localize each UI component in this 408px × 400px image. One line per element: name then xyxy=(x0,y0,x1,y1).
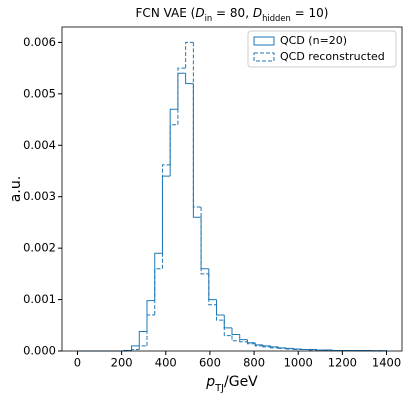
y-tick-label: 0.006 xyxy=(23,35,56,49)
histogram-step xyxy=(192,42,202,208)
y-tick-label: 0.003 xyxy=(23,189,56,203)
histogram-step xyxy=(138,330,147,346)
y-axis-label: a.u. xyxy=(8,176,24,202)
x-tick-label: 1400 xyxy=(372,356,401,370)
histogram-step xyxy=(223,320,232,337)
legend-swatch xyxy=(253,52,275,62)
x-axis-label: pTJ/GeV xyxy=(205,374,258,394)
text-part: /GeV xyxy=(224,374,258,390)
text-part: p xyxy=(205,374,215,390)
legend-box xyxy=(247,30,397,68)
histogram-step xyxy=(185,41,194,69)
histogram-step xyxy=(185,73,194,85)
histogram-step xyxy=(277,347,287,349)
histogram-step xyxy=(131,345,140,351)
y-tick-label: 0.002 xyxy=(23,241,56,255)
x-tick-label: 0 xyxy=(74,356,81,370)
y-tick-label: 0.000 xyxy=(23,344,56,358)
text-part: = 80, xyxy=(212,6,253,20)
histogram-step xyxy=(270,346,279,349)
histogram-step xyxy=(277,346,287,349)
x-tick-label: 400 xyxy=(155,356,177,370)
histogram-step xyxy=(231,335,240,342)
x-tick-label: 600 xyxy=(199,356,221,370)
y-tick-label: 0.004 xyxy=(23,138,56,152)
subscript: in xyxy=(205,13,213,23)
text-part: D xyxy=(253,6,262,20)
x-tick-label: 1200 xyxy=(328,356,357,370)
histogram-step xyxy=(285,347,294,349)
y-tick-label: 0.001 xyxy=(23,292,56,306)
chart-title: FCN VAE (Din = 80, Dhidden = 10) xyxy=(136,6,329,23)
plot-frame xyxy=(61,26,403,352)
text-part: D xyxy=(195,6,204,20)
subscript: hidden xyxy=(262,13,291,23)
histogram-step xyxy=(161,164,171,269)
histogram-step xyxy=(262,345,271,348)
histogram-step xyxy=(169,124,178,165)
text-part: FCN VAE ( xyxy=(136,6,196,20)
histogram-step xyxy=(177,67,186,125)
histogram-step xyxy=(154,268,163,315)
histogram-step xyxy=(200,207,209,275)
histogram-step xyxy=(169,108,178,177)
histogram-step xyxy=(285,348,294,350)
histogram-step xyxy=(293,348,302,350)
histogram-step xyxy=(216,304,225,321)
x-tick-label: 200 xyxy=(111,356,133,370)
subscript: TJ xyxy=(214,383,224,394)
text-part: = 10) xyxy=(291,6,329,20)
legend-label: QCD (n=20) xyxy=(280,34,347,47)
histogram-step xyxy=(308,349,317,351)
histogram-step xyxy=(208,273,217,306)
legend-label: QCD reconstructed xyxy=(280,50,385,63)
histogram-step xyxy=(254,343,263,347)
x-tick-label: 1000 xyxy=(284,356,313,370)
histogram-step xyxy=(239,340,248,343)
legend-swatch xyxy=(253,36,275,46)
histogram-step xyxy=(239,334,248,341)
histogram-step xyxy=(131,348,140,351)
histogram-step xyxy=(231,327,240,336)
histogram-step xyxy=(138,345,147,350)
y-tick-label: 0.005 xyxy=(23,86,56,100)
histogram-step xyxy=(324,349,333,351)
histogram-step xyxy=(293,348,302,350)
histogram-step xyxy=(246,341,256,345)
x-tick-label: 800 xyxy=(243,356,265,370)
histogram-step xyxy=(146,314,155,346)
